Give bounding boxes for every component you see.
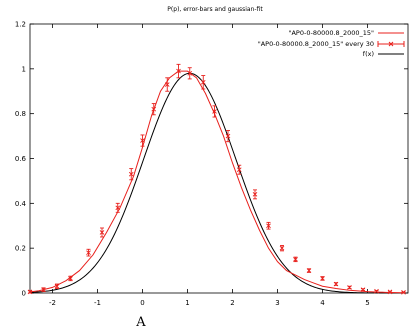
error-bar-point	[320, 276, 325, 281]
x-tick-label: -1	[94, 299, 101, 307]
x-tick-label: 1	[185, 299, 189, 307]
error-bar-point	[279, 245, 285, 252]
y-tick-label: 0.6	[15, 155, 27, 163]
error-bar-point	[347, 285, 352, 290]
x-tick-label: 3	[275, 299, 279, 307]
error-bar-point	[266, 221, 271, 230]
figure-caption: A	[135, 315, 146, 330]
error-bar-point	[225, 130, 231, 143]
error-bar-point	[115, 202, 121, 213]
legend-label-errorbars: "AP0-0-80000.8_2000_15" every 30	[258, 40, 374, 48]
error-bar-point	[176, 63, 181, 79]
legend: "AP0-0-80000.8_2000_15" "AP0-0-80000.8_2…	[258, 29, 405, 58]
y-tick-label: 1.2	[15, 21, 26, 29]
error-bar-point	[387, 289, 393, 295]
error-bar-point	[252, 189, 258, 200]
legend-label-fit: f(x)	[363, 50, 374, 58]
error-bar-point	[187, 67, 193, 80]
error-bar-point	[306, 268, 312, 273]
error-bar-point	[164, 77, 170, 92]
y-tick-label: 0	[22, 290, 26, 298]
x-tick-label: 0	[140, 299, 144, 307]
y-tick-label: 1	[22, 65, 26, 73]
error-bar-point	[99, 227, 105, 238]
error-bar-point	[212, 105, 217, 118]
y-tick-label: 0.2	[15, 245, 26, 253]
legend-label-data: "AP0-0-80000.8_2000_15"	[289, 29, 375, 37]
error-bar-point	[293, 256, 298, 263]
error-bar-point	[140, 134, 145, 147]
axes-layer: -2 -1 0 1 2 3 4 5 0 0.2 0.4 0.6 0.8 1 1.2	[15, 21, 408, 307]
fit-line	[29, 72, 408, 294]
error-bar-point	[41, 287, 46, 292]
data-line	[29, 70, 404, 294]
series-layer	[27, 63, 408, 295]
error-bar-point	[374, 288, 379, 294]
error-bar-point	[68, 275, 73, 282]
error-bar-point	[200, 75, 206, 90]
error-bar-point	[236, 164, 242, 175]
error-bar-point	[54, 283, 60, 289]
x-tick-label: 2	[230, 299, 234, 307]
error-bar-point	[401, 290, 406, 295]
plot-frame	[29, 23, 409, 294]
y-tick-label: 0.4	[15, 200, 27, 208]
error-bar-point	[333, 281, 339, 287]
x-tick-label: 5	[365, 299, 369, 307]
error-bar-point	[128, 168, 134, 181]
chart-title: P(p), error-bars and gaussian-fit	[167, 6, 263, 13]
error-bar-point	[360, 287, 366, 292]
x-tick-label: 4	[320, 299, 325, 307]
legend-swatch-errorbars	[377, 41, 405, 47]
y-tick-label: 0.8	[15, 110, 26, 118]
error-bar-point	[151, 103, 157, 116]
error-bar-point	[27, 289, 33, 295]
x-tick-label: -2	[49, 299, 56, 307]
error-bar-point	[86, 248, 91, 257]
